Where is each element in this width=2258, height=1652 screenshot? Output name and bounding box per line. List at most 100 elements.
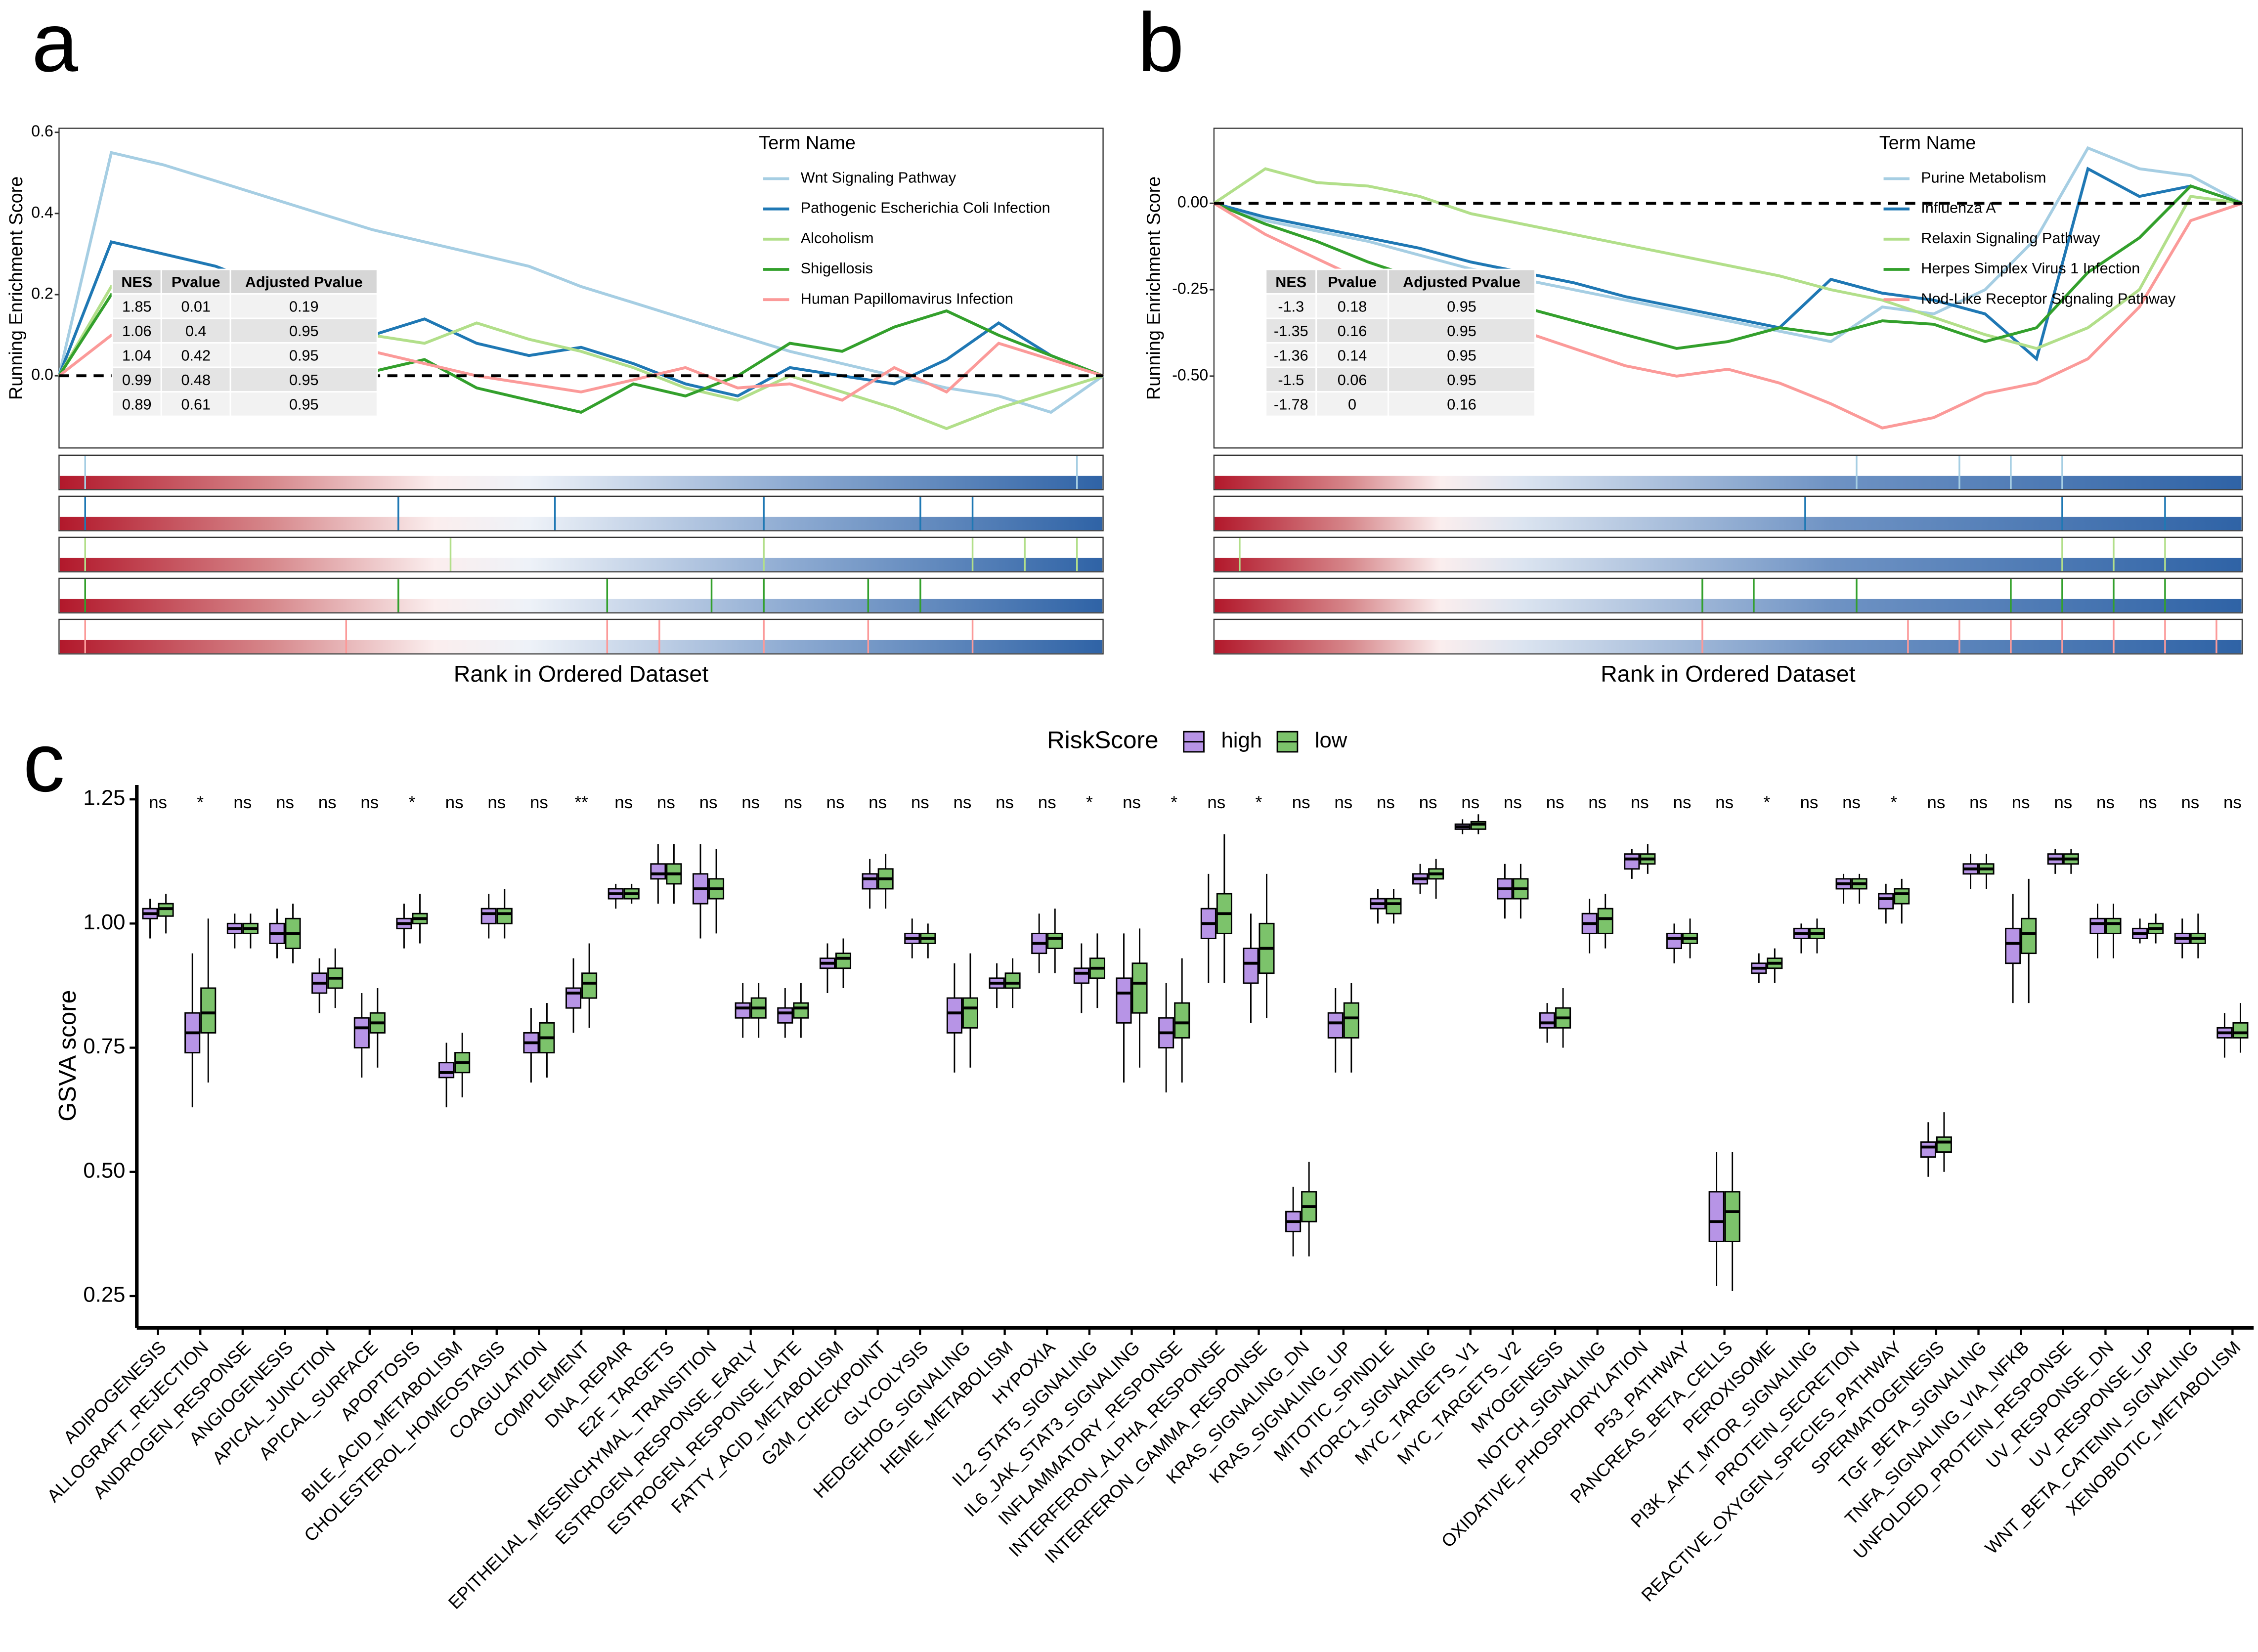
table-value: 0.89 xyxy=(122,396,152,413)
table-header: NES xyxy=(1275,274,1306,291)
table-cell xyxy=(111,391,162,417)
box xyxy=(2021,917,2037,955)
y-tick-label: 0.6 xyxy=(31,122,53,140)
table-cell xyxy=(160,366,231,393)
significance-label: ns xyxy=(1419,793,1437,812)
box xyxy=(1116,977,1132,1024)
x-tick-label: ANDROGEN_RESPONSE xyxy=(89,1337,255,1503)
box xyxy=(962,997,978,1029)
legend-label: Pathogenic Escherichia Coli Infection xyxy=(801,200,1050,217)
box xyxy=(1878,893,1894,910)
rug-rank-band xyxy=(1215,517,2242,530)
table-header: Pvalue xyxy=(172,274,220,291)
table-value: 0.01 xyxy=(181,298,211,315)
significance-label: ns xyxy=(996,793,1014,812)
table-header: Adjusted Pvalue xyxy=(245,274,363,291)
legend-label: Relaxin Signaling Pathway xyxy=(1921,230,2100,247)
significance-label: ns xyxy=(784,793,802,812)
box xyxy=(1174,1002,1190,1039)
table-header: Adjusted Pvalue xyxy=(1403,274,1520,291)
box xyxy=(1708,1191,1725,1242)
legend-label: Alcoholism xyxy=(801,230,874,247)
table-value: 0.42 xyxy=(181,347,211,364)
significance-label: ns xyxy=(1969,793,1988,812)
table-value: 0.95 xyxy=(289,323,319,340)
significance-label: ns xyxy=(699,793,718,812)
table-cell xyxy=(160,342,231,368)
legend-label: Wnt Signaling Pathway xyxy=(801,170,956,186)
table-cell xyxy=(1387,391,1536,417)
significance-label: ns xyxy=(868,793,887,812)
rug-rank-band xyxy=(1215,476,2242,489)
table-cell xyxy=(1315,293,1389,319)
table-value: 1.06 xyxy=(122,323,152,340)
y-tick-label: 0.0 xyxy=(31,366,53,384)
table-value: -1.5 xyxy=(1278,372,1304,389)
significance-label: * xyxy=(1763,793,1770,812)
significance-label: * xyxy=(1086,793,1093,812)
legend-label: high xyxy=(1221,728,1262,752)
significance-label: ns xyxy=(2181,793,2199,812)
box xyxy=(650,863,666,880)
rug-rank-band xyxy=(59,476,1103,489)
table-cell xyxy=(111,317,162,344)
significance-label: ns xyxy=(1546,793,1564,812)
enrichment-curve xyxy=(1213,167,2243,350)
significance-label: ns xyxy=(1123,793,1141,812)
box xyxy=(1131,962,1148,1014)
enrichment-curve xyxy=(1214,167,2243,362)
significance-label: ns xyxy=(2223,793,2242,812)
table-value: 0.95 xyxy=(289,396,319,413)
enrichment-curve xyxy=(1213,146,2243,344)
table-value: -1.35 xyxy=(1274,323,1308,340)
box xyxy=(1724,1191,1740,1242)
significance-label: ns xyxy=(614,793,633,812)
table-cell xyxy=(1315,391,1389,417)
table-value: 0.95 xyxy=(1447,298,1476,315)
y-tick-label: 0.50 xyxy=(83,1158,125,1182)
box xyxy=(581,972,598,999)
panel-letter: c xyxy=(23,716,65,809)
rug-rank-band xyxy=(59,517,1103,530)
table-cell xyxy=(160,391,231,417)
x-axis-title: Rank in Ordered Dataset xyxy=(454,661,709,687)
significance-label: ns xyxy=(360,793,379,812)
y-tick-label: 0.25 xyxy=(83,1283,125,1307)
box xyxy=(1004,972,1021,989)
legend-title: Term Name xyxy=(759,133,856,154)
legend-title: Term Name xyxy=(1879,133,1976,154)
table-value: 0.19 xyxy=(289,298,319,315)
significance-label: * xyxy=(1171,793,1177,812)
significance-label: ns xyxy=(1377,793,1395,812)
y-tick-label: -0.50 xyxy=(1172,366,1208,384)
table-value: 1.04 xyxy=(122,347,152,364)
significance-label: ns xyxy=(149,793,167,812)
significance-label: ns xyxy=(2096,793,2115,812)
significance-label: ns xyxy=(1673,793,1692,812)
legend-label: Nod-Like Receptor Signaling Pathway xyxy=(1921,290,2176,307)
legend-label: Human Papillomavirus Infection xyxy=(801,290,1013,307)
significance-label: ns xyxy=(911,793,929,812)
box xyxy=(480,908,497,924)
significance-label: ns xyxy=(1038,793,1056,812)
significance-label: ns xyxy=(318,793,337,812)
table-value: 0.99 xyxy=(122,372,152,389)
x-tick-label: ALLOGRAFT_REJECTION xyxy=(43,1337,212,1506)
table-value: 0.16 xyxy=(1447,396,1476,413)
significance-label: ns xyxy=(1461,793,1479,812)
box xyxy=(1343,1002,1359,1039)
table-cell xyxy=(229,391,378,417)
significance-label: ns xyxy=(2139,793,2157,812)
box xyxy=(1243,948,1259,984)
table-value: 0.14 xyxy=(1338,347,1367,364)
y-axis-title: Running Enrichment Score xyxy=(6,176,27,400)
significance-label: ns xyxy=(2012,793,2030,812)
table-value: 0 xyxy=(1348,396,1356,413)
significance-label: ns xyxy=(1292,793,1310,812)
significance-label: * xyxy=(409,793,416,812)
y-axis-title: GSVA score xyxy=(54,990,81,1122)
table-value: 0.95 xyxy=(1447,372,1476,389)
table-value: 0.48 xyxy=(181,372,211,389)
box xyxy=(496,908,513,924)
significance-label: ns xyxy=(1334,793,1352,812)
